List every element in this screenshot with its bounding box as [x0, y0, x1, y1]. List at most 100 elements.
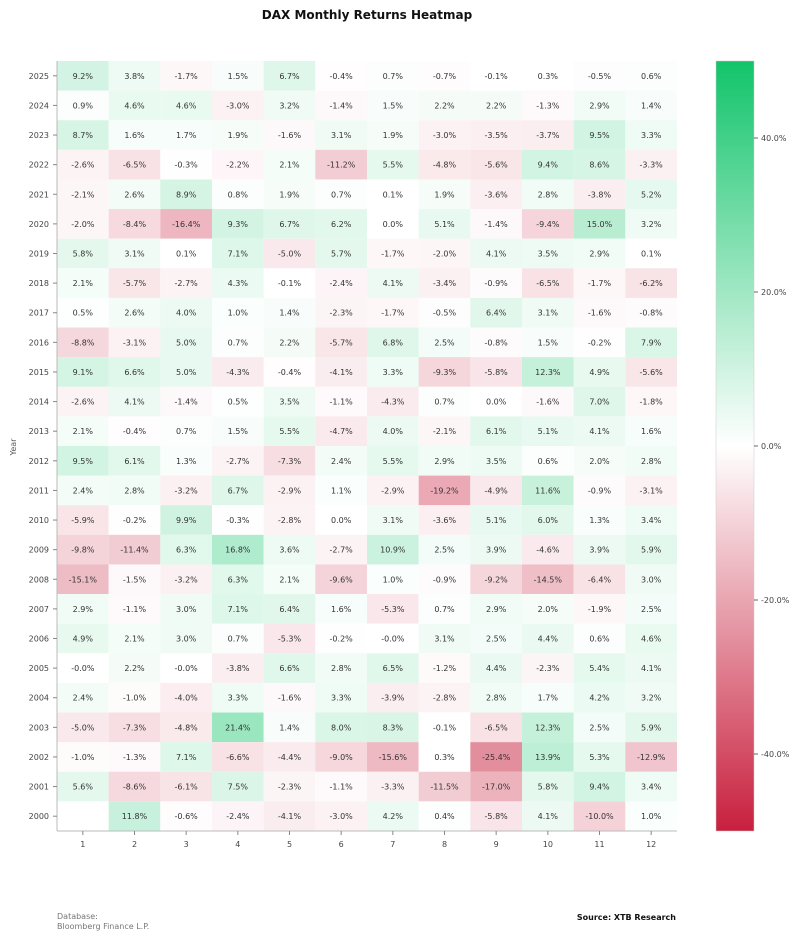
- heatmap-cell: [418, 712, 471, 743]
- heatmap-cell: [160, 446, 212, 476]
- x-tick-label: 10: [543, 840, 553, 849]
- heatmap-cell: [418, 61, 471, 91]
- cell-label: -0.2%: [330, 635, 354, 644]
- cell-label: 8.3%: [383, 723, 404, 732]
- cell-label: 4.4%: [486, 664, 507, 673]
- cell-label: 5.9%: [641, 723, 662, 732]
- heatmap-cell: [625, 357, 677, 387]
- heatmap-cells: 9.2% 3.8% -1.7% 1.5% 6.7% -0.4% 0.7% -0.7% -0.1%…: [57, 61, 677, 831]
- cell-label: 0.7%: [331, 190, 352, 199]
- cell-label: -3.0%: [433, 131, 457, 140]
- heatmap-cell: [315, 297, 367, 328]
- cell-label: 2.0%: [538, 605, 559, 614]
- database-label: Database:: [57, 912, 98, 921]
- cell-label: 5.8%: [538, 783, 559, 792]
- cell-label: -11.2%: [327, 161, 356, 170]
- cell-label: 2.5%: [434, 546, 455, 555]
- y-tick-label: 2019: [29, 250, 49, 259]
- cell-label: -7.3%: [123, 723, 147, 732]
- cell-label: -6.4%: [588, 575, 612, 584]
- cell-label: -5.8%: [485, 368, 509, 377]
- heatmap-cell: [108, 297, 161, 328]
- heatmap-cell: [315, 623, 367, 654]
- heatmap-cell: [315, 209, 367, 239]
- cell-label: 3.5%: [486, 457, 507, 466]
- cell-label: 4.1%: [538, 812, 559, 821]
- cell-label: -6.5%: [536, 279, 560, 288]
- heatmap-cell: [470, 327, 522, 358]
- cell-label: 21.4%: [225, 723, 251, 732]
- heatmap-cell: [212, 534, 264, 565]
- heatmap-cell: [367, 416, 419, 446]
- heatmap-cell: [367, 268, 419, 298]
- heatmap-cell: [315, 268, 367, 298]
- heatmap-cell: [263, 90, 316, 121]
- heatmap-cell: [367, 90, 419, 121]
- heatmap-cell: [625, 564, 677, 595]
- heatmap-cell: [263, 505, 316, 535]
- cell-label: -5.6%: [640, 368, 664, 377]
- heatmap-cell: [367, 712, 419, 743]
- x-tick-label: 11: [594, 840, 604, 849]
- cell-label: 2.1%: [279, 575, 300, 584]
- heatmap-cell: [160, 268, 212, 298]
- cell-label: 0.9%: [73, 101, 94, 110]
- heatmap-cell: [263, 149, 316, 180]
- heatmap-cell: [367, 446, 419, 476]
- cell-label: 1.7%: [176, 131, 197, 140]
- cell-label: 12.3%: [535, 723, 561, 732]
- cell-label: -8.4%: [123, 220, 147, 229]
- y-tick-label: 2013: [29, 427, 49, 436]
- heatmap-cell: [263, 653, 316, 683]
- heatmap-cell: [418, 446, 471, 476]
- heatmap-cell: [315, 238, 367, 269]
- cell-label: -15.6%: [379, 753, 408, 762]
- cell-label: 6.7%: [279, 72, 300, 81]
- cell-label: -0.1%: [433, 723, 457, 732]
- cell-label: -0.9%: [485, 279, 509, 288]
- heatmap-cell: [625, 327, 677, 358]
- heatmap-cell: [57, 179, 109, 210]
- cell-label: 1.5%: [228, 427, 249, 436]
- cell-label: 7.1%: [228, 605, 249, 614]
- cell-label: -0.2%: [123, 516, 147, 525]
- cell-label: 2.1%: [124, 635, 145, 644]
- cell-label: 0.0%: [331, 516, 352, 525]
- heatmap-cell: [108, 120, 161, 150]
- heatmap-cell: [367, 771, 419, 802]
- cell-label: -4.1%: [278, 812, 302, 821]
- y-tick-label: 2023: [29, 131, 49, 140]
- heatmap-cell: [108, 742, 161, 772]
- heatmap-cell: [315, 594, 367, 624]
- heatmap-cell: [470, 801, 522, 831]
- cell-label: -0.6%: [175, 812, 199, 821]
- heatmap-cell: [522, 446, 574, 476]
- heatmap-cell: [263, 534, 316, 565]
- heatmap-cell: [573, 594, 626, 624]
- cell-label: 8.7%: [73, 131, 94, 140]
- cell-label: -9.4%: [536, 220, 560, 229]
- heatmap-cell: [315, 90, 367, 121]
- heatmap-cell: [263, 742, 316, 772]
- heatmap-cell: [108, 327, 161, 358]
- cell-label: -1.1%: [330, 398, 354, 407]
- cell-label: 2.9%: [589, 101, 610, 110]
- cell-label: -4.8%: [175, 723, 199, 732]
- y-tick-label: 2005: [29, 664, 49, 673]
- cell-label: -5.0%: [278, 250, 302, 259]
- heatmap-cell: [418, 623, 471, 654]
- heatmap-cell: [522, 386, 574, 417]
- cell-label: 1.0%: [228, 309, 249, 318]
- cell-label: -11.4%: [120, 546, 149, 555]
- cell-label: -0.0%: [381, 635, 405, 644]
- cell-label: 2.9%: [73, 605, 94, 614]
- heatmap-cell: [57, 594, 109, 624]
- heatmap-cell: [418, 149, 471, 180]
- heatmap-cell: [367, 297, 419, 328]
- cell-label: -0.8%: [640, 309, 664, 318]
- heatmap-cell: [212, 238, 264, 269]
- cell-label: -3.1%: [640, 486, 664, 495]
- heatmap-cell: [57, 771, 109, 802]
- cell-label: -2.7%: [226, 457, 250, 466]
- heatmap-cell: [367, 475, 419, 506]
